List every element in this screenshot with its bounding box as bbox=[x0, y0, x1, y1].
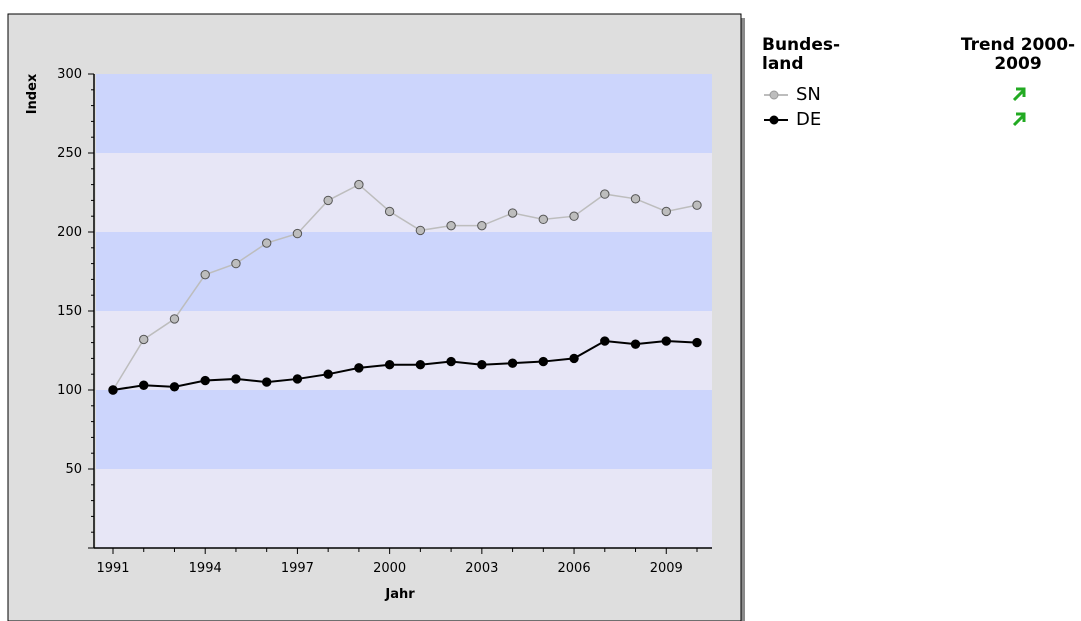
data-point-sn bbox=[261, 238, 272, 248]
legend-label-sn: SN bbox=[796, 84, 821, 105]
x-tick-label: 1997 bbox=[281, 561, 314, 576]
data-point-de bbox=[354, 363, 364, 373]
grid-band bbox=[96, 311, 712, 390]
data-point-sn bbox=[292, 228, 303, 239]
x-tick-label: 2000 bbox=[373, 561, 406, 576]
data-point-de bbox=[139, 380, 149, 390]
data-point-de bbox=[507, 358, 518, 368]
series-line-sn bbox=[112, 183, 698, 391]
x-tick-label: 1991 bbox=[96, 561, 129, 576]
data-point-sn bbox=[354, 179, 364, 190]
data-point-sn bbox=[630, 194, 641, 204]
data-point-de bbox=[292, 374, 303, 384]
grid-band bbox=[96, 390, 712, 469]
data-point-de bbox=[261, 377, 272, 387]
y-tick-label: 100 bbox=[57, 383, 82, 398]
trend-up-arrow-icon bbox=[1012, 87, 1026, 102]
data-point-de bbox=[323, 369, 333, 379]
data-point-sn bbox=[477, 220, 487, 231]
series-line-de bbox=[112, 339, 698, 391]
data-point-sn bbox=[139, 334, 149, 345]
data-point-sn bbox=[384, 206, 395, 217]
x-tick-label: 2003 bbox=[465, 561, 498, 576]
x-tick-label: 2006 bbox=[558, 561, 591, 576]
data-point-sn bbox=[507, 208, 518, 218]
trend-up-arrow-icon bbox=[1012, 112, 1026, 127]
legend-column-region: Bundes- land bbox=[762, 35, 841, 74]
y-tick-label: 50 bbox=[65, 462, 82, 477]
data-point-sn bbox=[169, 314, 180, 324]
data-point-sn bbox=[692, 200, 702, 210]
data-point-de bbox=[384, 360, 395, 370]
data-point-de bbox=[630, 339, 641, 349]
data-point-de bbox=[108, 385, 118, 395]
legend-marker-de bbox=[764, 115, 788, 125]
data-point-de bbox=[569, 353, 579, 364]
data-point-sn bbox=[323, 195, 333, 206]
data-point-sn bbox=[569, 211, 579, 221]
data-point-de bbox=[446, 356, 456, 367]
data-point-sn bbox=[600, 189, 610, 199]
data-point-de bbox=[415, 360, 426, 370]
data-point-de bbox=[200, 375, 210, 386]
data-point-sn bbox=[446, 220, 456, 231]
x-axis-title: Jahr bbox=[384, 587, 415, 602]
data-point-de bbox=[600, 336, 610, 346]
data-point-de bbox=[169, 382, 180, 392]
grid-band bbox=[96, 232, 712, 311]
grid-band bbox=[96, 153, 712, 232]
y-tick-label: 200 bbox=[57, 225, 82, 240]
y-tick-label: 150 bbox=[57, 304, 82, 319]
y-axis-title: Index bbox=[25, 73, 40, 114]
data-point-sn bbox=[661, 206, 671, 217]
data-point-sn bbox=[415, 225, 426, 236]
legend-label-de: DE bbox=[796, 109, 822, 130]
data-point-de bbox=[231, 374, 241, 384]
legend-header: Bundes- land Trend 2000-2009 bbox=[762, 36, 1080, 84]
data-point-sn bbox=[231, 258, 241, 269]
data-point-sn bbox=[538, 214, 549, 225]
grid-band bbox=[96, 469, 712, 548]
legend: Bundes- land Trend 2000-2009 SN DE bbox=[762, 36, 1080, 134]
legend-column-trend: Trend 2000-2009 bbox=[960, 35, 1076, 74]
data-point-de bbox=[538, 356, 549, 367]
legend-marker-sn bbox=[764, 90, 788, 100]
y-tick-label: 250 bbox=[57, 146, 82, 161]
legend-entry-sn: SN bbox=[762, 84, 1080, 109]
x-tick-label: 2009 bbox=[650, 561, 683, 576]
data-point-sn bbox=[200, 269, 210, 280]
x-tick-label: 1994 bbox=[189, 561, 222, 576]
data-point-de bbox=[477, 360, 487, 370]
data-point-de bbox=[692, 337, 702, 348]
y-tick-label: 300 bbox=[57, 67, 82, 82]
legend-entry-de: DE bbox=[762, 109, 1080, 134]
data-point-de bbox=[661, 336, 671, 346]
grid-band bbox=[96, 74, 712, 153]
